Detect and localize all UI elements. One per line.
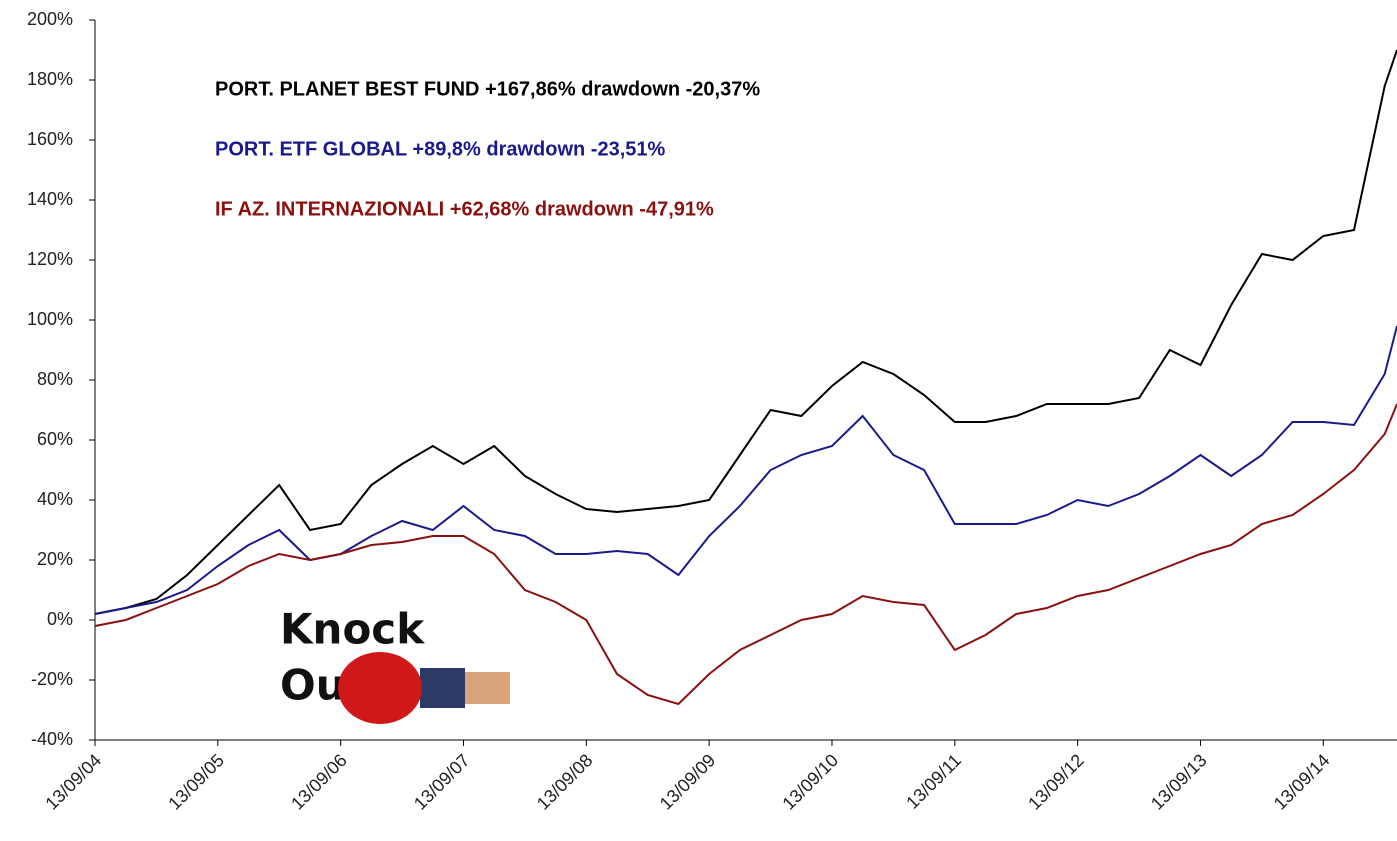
y-tick-label: 180% xyxy=(27,69,73,89)
glove xyxy=(338,652,422,724)
y-tick-label: 200% xyxy=(27,9,73,29)
logo-text: Knock xyxy=(280,605,425,654)
plot: -40% -20% 0% 20% 40% 60% 80% 100% 120% 140% 160% 18… xyxy=(27,9,1397,814)
x-tick-label: 13/09/14 xyxy=(1270,750,1334,814)
y-tick-label: 0% xyxy=(47,609,73,629)
x-tick-label: 13/09/05 xyxy=(164,750,228,814)
x-tick-label: 13/09/11 xyxy=(902,750,965,813)
x-tick-label: 13/09/10 xyxy=(778,750,842,814)
y-tick-label: 80% xyxy=(37,369,73,389)
y-tick-label: 20% xyxy=(37,549,73,569)
cuff xyxy=(420,668,465,708)
x-tick-label: 13/09/07 xyxy=(410,750,474,814)
x-tick-label: 13/09/13 xyxy=(1147,750,1211,814)
x-tick-label: 13/09/04 xyxy=(41,750,105,814)
x-tick-label: 13/09/09 xyxy=(656,750,720,814)
x-tick-label: 13/09/12 xyxy=(1024,750,1088,814)
logo: Knock Out xyxy=(276,600,510,724)
x-tick-label: 13/09/06 xyxy=(287,750,351,814)
annotation: IF AZ. INTERNAZIONALI +62,68% drawdown -… xyxy=(215,198,714,220)
annotation: PORT. PLANET BEST FUND +167,86% drawdown… xyxy=(215,78,760,100)
series-line xyxy=(94,325,1397,615)
y-tick-label: 120% xyxy=(27,249,73,269)
series-line xyxy=(94,403,1397,706)
y-tick-label: 160% xyxy=(27,129,73,149)
annotation: PORT. ETF GLOBAL +89,8% drawdown -23,51% xyxy=(215,138,666,160)
y-tick-label: 100% xyxy=(27,309,73,329)
y-tick-label: -40% xyxy=(31,729,73,749)
y-tick-label: 140% xyxy=(27,189,73,209)
x-tick-label: 13/09/08 xyxy=(533,750,597,814)
y-tick-label: -20% xyxy=(31,669,73,689)
series-line xyxy=(94,49,1397,615)
y-tick-label: 40% xyxy=(37,489,73,509)
y-tick-label: 60% xyxy=(37,429,73,449)
